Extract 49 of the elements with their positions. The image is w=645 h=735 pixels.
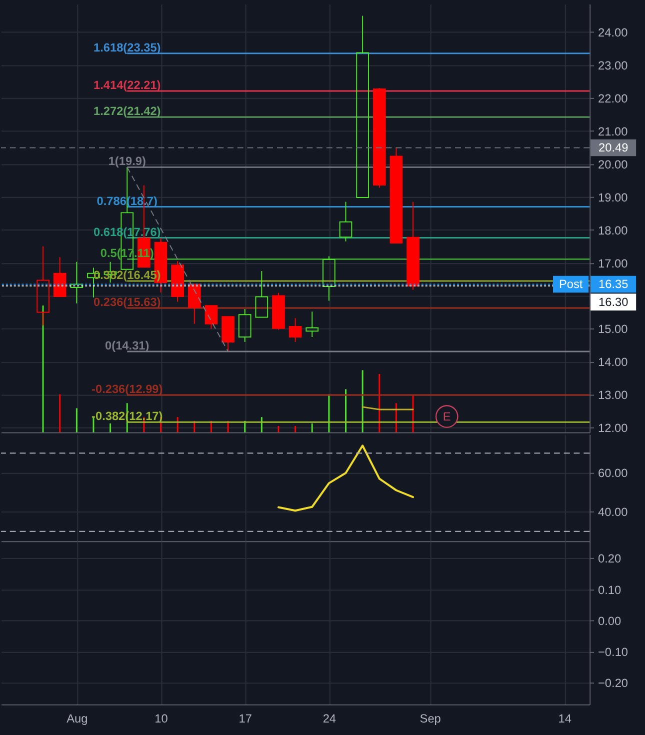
y-tick-label: 24.00 bbox=[598, 25, 628, 40]
y-tick-label: 13.00 bbox=[598, 388, 628, 402]
x-tick-label: Aug bbox=[66, 712, 88, 726]
ref-line-label: 1(19.9) bbox=[108, 154, 146, 168]
candlestick bbox=[306, 311, 319, 338]
line-series bbox=[277, 444, 414, 512]
candlestick bbox=[188, 284, 201, 324]
y-tick-label: 23.00 bbox=[598, 58, 628, 72]
candlestick bbox=[356, 15, 369, 198]
y-tick-label: 0.10 bbox=[598, 582, 622, 597]
y-tick-label: 19.00 bbox=[598, 190, 628, 204]
ref-line-label: 1.414(22.21) bbox=[93, 78, 161, 92]
x-tick-label: 24 bbox=[322, 712, 336, 726]
y-tick-label: 17.00 bbox=[598, 256, 628, 270]
ref-line-label: 16.30 bbox=[598, 295, 629, 310]
y-tick-label: 14.00 bbox=[598, 355, 628, 370]
y-tick-label: 18.00 bbox=[598, 223, 628, 238]
candlestick bbox=[70, 261, 84, 304]
ref-line-label: 1.272(21.42) bbox=[93, 104, 161, 118]
y-tick-label: 0.20 bbox=[598, 552, 622, 566]
candlestick bbox=[53, 256, 66, 297]
text: Post 16.35 bbox=[558, 277, 628, 292]
y-tick-label: −0.20 bbox=[598, 676, 628, 690]
ref-line-label: -0.236(12.99) bbox=[92, 382, 163, 396]
ref-line-label: 0.236(15.63) bbox=[93, 295, 161, 310]
annotation: E bbox=[442, 409, 451, 424]
y-tick-label: 15.00 bbox=[598, 322, 628, 336]
y-tick-label: −0.10 bbox=[598, 644, 628, 659]
x-tick-label: 10 bbox=[154, 712, 168, 726]
y-tick-label: 12.00 bbox=[598, 421, 628, 436]
y-tick-label: 20.00 bbox=[598, 157, 628, 172]
ref-line-label: 20.49 bbox=[598, 140, 629, 155]
ref-line-label: 1.618(23.35) bbox=[93, 40, 161, 54]
x-tick-label: Sep bbox=[420, 712, 442, 726]
y-tick-label: 0.00 bbox=[598, 614, 622, 628]
y-tick-label: 22.00 bbox=[598, 91, 628, 106]
candlestick bbox=[255, 270, 268, 318]
candlestick bbox=[204, 305, 218, 330]
candlestick bbox=[222, 316, 234, 352]
candlestick bbox=[288, 318, 302, 342]
ref-line-label: 0(14.31) bbox=[105, 338, 150, 353]
candlestick bbox=[238, 308, 252, 342]
y-tick-label: 40.00 bbox=[598, 505, 628, 520]
x-tick-label: 17 bbox=[238, 712, 252, 726]
y-tick-label: 60.00 bbox=[598, 466, 628, 480]
candlestick bbox=[322, 256, 336, 302]
candlestick bbox=[390, 148, 403, 244]
y-tick-label: 21.00 bbox=[598, 124, 628, 138]
x-tick-label: 14 bbox=[558, 712, 572, 726]
